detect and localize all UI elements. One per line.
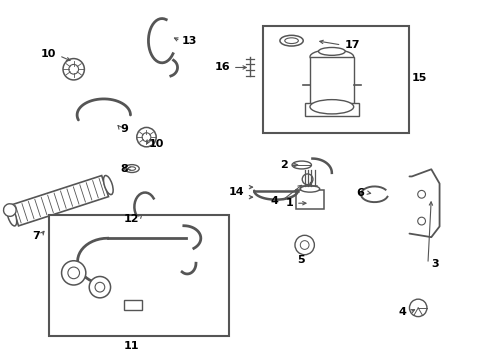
Ellipse shape [309, 100, 353, 114]
Ellipse shape [279, 35, 303, 46]
Circle shape [89, 276, 110, 298]
Circle shape [417, 190, 425, 198]
Text: 5: 5 [296, 255, 304, 265]
Text: 10: 10 [41, 49, 56, 59]
Text: 16: 16 [214, 63, 229, 72]
Text: 15: 15 [411, 73, 427, 83]
Text: 11: 11 [124, 341, 140, 351]
Circle shape [63, 59, 84, 80]
Text: 4: 4 [398, 307, 406, 317]
Ellipse shape [284, 38, 298, 44]
Circle shape [68, 267, 80, 279]
Ellipse shape [124, 165, 139, 172]
Bar [124, 300, 142, 310]
Ellipse shape [291, 161, 311, 169]
Bar [305, 103, 358, 116]
Circle shape [300, 240, 308, 249]
Text: 1: 1 [285, 198, 292, 208]
Ellipse shape [7, 207, 17, 226]
Circle shape [408, 299, 426, 316]
Text: 8: 8 [120, 163, 128, 174]
Text: 6: 6 [355, 188, 363, 198]
Text: 14: 14 [228, 187, 244, 197]
Ellipse shape [318, 48, 345, 55]
Circle shape [3, 204, 16, 216]
Text: 10: 10 [148, 139, 163, 149]
Circle shape [417, 217, 425, 225]
Text: 13: 13 [181, 36, 196, 46]
Text: 17: 17 [344, 40, 359, 50]
Text: 3: 3 [430, 259, 438, 269]
Text: 7: 7 [32, 231, 40, 242]
Text: 2: 2 [279, 160, 287, 170]
Circle shape [61, 261, 86, 285]
Text: 12: 12 [123, 213, 139, 224]
Ellipse shape [302, 174, 312, 185]
Bar [263, 26, 407, 133]
Bar [12, 176, 108, 226]
Text: 9: 9 [121, 124, 128, 134]
Circle shape [69, 64, 79, 74]
Bar [309, 57, 353, 107]
Bar [49, 215, 228, 337]
Ellipse shape [309, 50, 353, 64]
Circle shape [142, 133, 150, 141]
Bar [296, 190, 323, 209]
Circle shape [95, 282, 104, 292]
Ellipse shape [300, 186, 319, 192]
Ellipse shape [103, 175, 113, 195]
Circle shape [294, 235, 314, 255]
Ellipse shape [128, 167, 135, 170]
Circle shape [137, 127, 156, 147]
Text: 4: 4 [269, 197, 277, 206]
